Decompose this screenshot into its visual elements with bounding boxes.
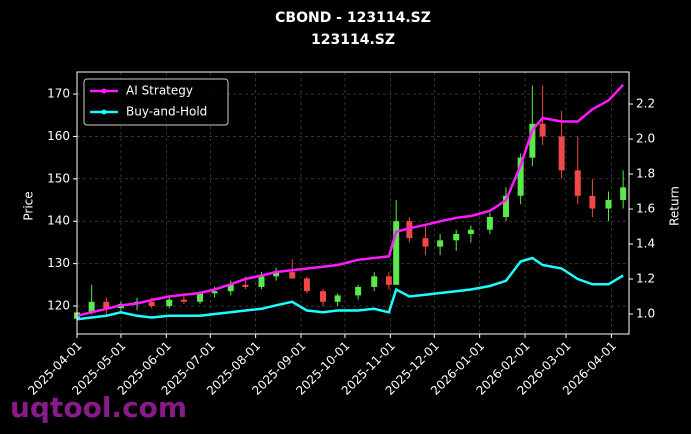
candle-body bbox=[88, 301, 95, 313]
candle-body bbox=[558, 136, 565, 171]
candle-body bbox=[180, 299, 187, 302]
candle-body bbox=[453, 233, 460, 241]
series-line bbox=[76, 256, 624, 321]
legend-marker bbox=[101, 88, 107, 94]
plot-frame bbox=[76, 71, 630, 335]
y-tick-label: 150 bbox=[47, 171, 70, 185]
candle-body bbox=[589, 195, 596, 209]
candle-body bbox=[503, 195, 510, 217]
candle-body bbox=[620, 187, 627, 201]
y2-tick-label: 1.2 bbox=[636, 272, 655, 286]
candle-body bbox=[393, 221, 400, 285]
y-tick-label: 140 bbox=[47, 214, 70, 228]
y-tick-label: 170 bbox=[47, 87, 70, 101]
candle-body bbox=[385, 276, 392, 285]
candle-body bbox=[539, 123, 546, 137]
candle-body bbox=[166, 299, 173, 307]
candle-body bbox=[605, 200, 612, 209]
candle-body bbox=[486, 216, 493, 230]
candle-body bbox=[148, 301, 155, 307]
y2-axis-label: Return bbox=[668, 186, 682, 226]
candle-body bbox=[227, 284, 234, 292]
candle-body bbox=[273, 272, 280, 277]
y-tick-label: 130 bbox=[47, 256, 70, 270]
y2-tick-label: 1.6 bbox=[636, 202, 655, 216]
y2-tick-label: 2.0 bbox=[636, 132, 655, 146]
y2-tick-label: 1.0 bbox=[636, 307, 655, 321]
candle-body bbox=[242, 284, 249, 287]
y2-tick-label: 2.2 bbox=[636, 97, 655, 111]
candle-body bbox=[103, 301, 110, 309]
y2-tick-label: 1.8 bbox=[636, 167, 655, 181]
series-line bbox=[76, 83, 625, 318]
legend-box bbox=[83, 78, 229, 126]
candle-body bbox=[371, 276, 378, 287]
candle-body bbox=[334, 295, 341, 302]
legend-marker bbox=[101, 109, 107, 115]
candle-body bbox=[467, 229, 474, 234]
candle-body bbox=[422, 238, 429, 247]
y-tick-label: 120 bbox=[47, 299, 70, 313]
chart-subtitle: 123114.SZ bbox=[311, 32, 395, 48]
candle-body bbox=[303, 278, 310, 292]
y-tick-label: 160 bbox=[47, 129, 70, 143]
chart-title: CBOND - 123114.SZ bbox=[275, 10, 431, 26]
candle-body bbox=[406, 221, 413, 239]
legend-label: AI Strategy bbox=[126, 84, 193, 98]
candle-body bbox=[258, 276, 265, 287]
candle-body bbox=[289, 272, 296, 279]
candle-body bbox=[437, 240, 444, 247]
candle-body bbox=[196, 293, 203, 302]
candle-body bbox=[319, 291, 326, 302]
candle-body bbox=[211, 291, 218, 294]
candle-body bbox=[517, 157, 524, 196]
legend-label: Buy-and-Hold bbox=[126, 105, 207, 119]
y2-tick-label: 1.4 bbox=[636, 237, 655, 251]
y-axis-label: Price bbox=[22, 191, 36, 220]
candle-body bbox=[529, 123, 536, 158]
candle-body bbox=[574, 170, 581, 196]
candle-body bbox=[355, 286, 362, 296]
watermark: uqtool.com bbox=[10, 391, 187, 424]
